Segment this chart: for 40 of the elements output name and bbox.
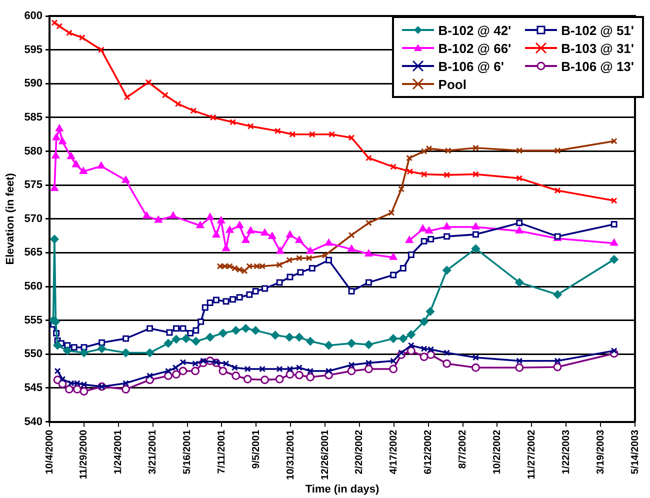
y-tick-label: 565 (24, 246, 43, 259)
x-tick-label: 10/2/2002 (492, 429, 503, 474)
x-tick-label: 10/31/2001 (285, 429, 296, 480)
y-tick-label: 595 (24, 44, 43, 56)
x-tick-label: 11/29/2000 (78, 429, 90, 480)
y-tick-label: 590 (24, 78, 43, 90)
x-axis-title: Time (in days) (305, 483, 380, 496)
legend-label: B-106 @ 13' (561, 58, 634, 74)
y-tick-label: 540 (24, 416, 43, 428)
y-tick-label: 560 (24, 280, 43, 293)
legend-label: Pool (438, 76, 466, 92)
x-tick-label: 11/27/2002 (526, 429, 538, 480)
x-tick-label: 10/4/2000 (44, 429, 56, 474)
x-tick-label: 1/22/2003 (560, 429, 572, 474)
x-tick-label: 1/24/2001 (113, 429, 124, 474)
y-tick-label: 570 (24, 212, 43, 225)
legend-label: B-102 @ 42' (438, 22, 512, 38)
y-tick-label: 555 (24, 314, 43, 326)
x-tick-label: 8/7/2002 (458, 429, 469, 469)
x-tick-label: 4/17/2002 (388, 429, 400, 474)
x-tick-label: 5/14/2003 (630, 429, 641, 474)
y-tick-label: 550 (24, 348, 43, 360)
x-tick-label: 3/21/2001 (148, 429, 159, 474)
y-tick-label: 545 (24, 382, 43, 394)
y-tick-label: 580 (24, 145, 43, 158)
legend-label: B-102 @ 51' (561, 22, 634, 38)
x-tick-label: 6/12/2002 (423, 429, 434, 474)
x-tick-label: 7/11/2001 (216, 429, 228, 474)
legend-label: B-102 @ 66' (438, 40, 512, 56)
y-tick-label: 575 (24, 179, 43, 192)
x-tick-label: 12/26/2001 (320, 429, 331, 480)
legend-label: B-103 @ 31' (561, 40, 634, 56)
y-tick-label: 585 (24, 111, 43, 124)
x-tick-label: 3/19/2003 (595, 429, 606, 474)
y-tick-label: 600 (24, 10, 43, 22)
x-tick-label: 5/16/2001 (182, 429, 194, 474)
y-axis-title: Elevation (in feet) (4, 172, 17, 265)
x-tick-label: 2/20/2002 (354, 429, 366, 474)
legend-label: B-106 @ 6' (438, 58, 504, 74)
x-tick-label: 9/5/2001 (250, 429, 262, 469)
